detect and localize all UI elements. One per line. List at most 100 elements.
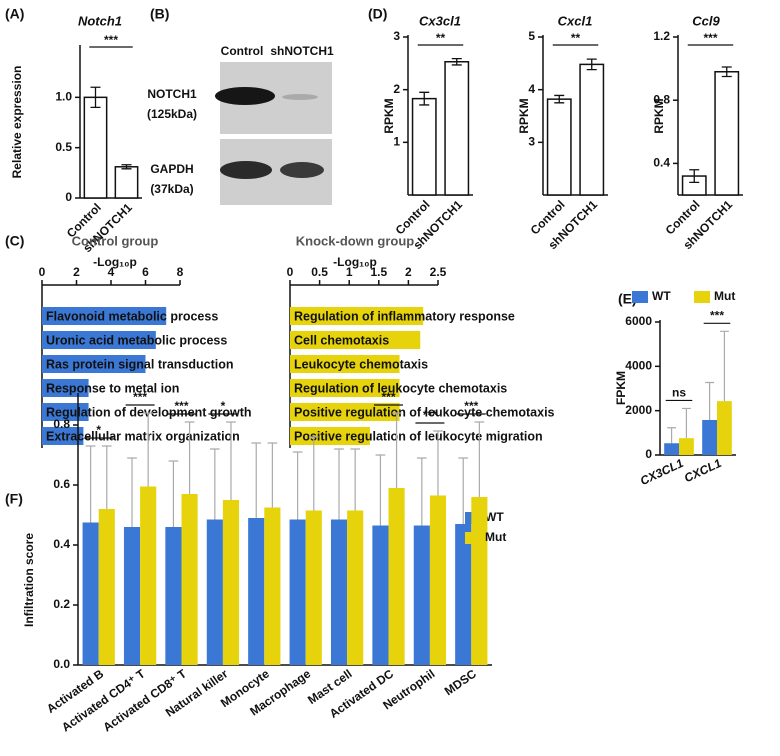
legend-swatch [465, 532, 481, 544]
bar [471, 497, 488, 665]
band [282, 94, 318, 100]
x-tick-label: 6 [142, 265, 149, 279]
bar [82, 522, 99, 665]
bar [83, 96, 108, 199]
bar [123, 527, 141, 665]
panel-label: (A) [5, 6, 24, 22]
y-tick-label: 6000 [625, 314, 652, 328]
error-bar [474, 421, 485, 497]
bar [289, 519, 306, 665]
lane-label: Control [221, 44, 264, 58]
bar [42, 307, 167, 325]
bar [248, 518, 265, 665]
x-tick-label: 0 [287, 265, 294, 279]
y-tick-label: 0.5 [55, 140, 72, 154]
x-tick-label: 2 [73, 265, 80, 279]
error-bar [391, 412, 402, 488]
bar [140, 486, 157, 665]
y-axis-label: RPKM [382, 98, 396, 133]
chart-title: Cxcl1 [558, 13, 593, 28]
x-tick-label: MDSC [442, 666, 479, 698]
band [215, 87, 275, 105]
bar [347, 510, 364, 665]
bar [679, 438, 694, 455]
significance: *** [464, 399, 478, 413]
error-bar [721, 66, 732, 78]
error-bar [451, 57, 462, 66]
legend-label: WT [485, 510, 504, 524]
bar [388, 488, 405, 665]
y-tick-label: 4 [528, 82, 535, 96]
y-tick-label: 0 [65, 190, 72, 204]
legend-label: Mut [714, 289, 735, 303]
y-tick-label: 0.4 [653, 156, 670, 170]
bar [330, 519, 348, 665]
error-bar [168, 460, 179, 527]
band [280, 162, 324, 178]
bar [290, 307, 424, 325]
error-bar [433, 430, 443, 496]
bar [290, 355, 400, 373]
error-bar [586, 58, 597, 71]
significance: *** [104, 33, 118, 47]
x-tick-label: 1 [346, 265, 353, 279]
y-tick-label: 1.0 [55, 90, 72, 104]
significance: *** [423, 408, 437, 422]
significance: * [96, 423, 101, 437]
y-axis-label: Relative expression [10, 66, 24, 179]
y-tick-label: 0.2 [53, 597, 70, 611]
y-tick-label: 0.0 [53, 657, 70, 671]
category-label: Positive regulation of leukocyte chemota… [294, 405, 555, 419]
error-bar [681, 407, 691, 439]
y-tick-label: 2000 [625, 403, 652, 417]
error-bar [458, 457, 469, 524]
error-bar [416, 457, 427, 526]
bar [264, 507, 281, 665]
error-bar [127, 457, 137, 527]
bar [664, 443, 679, 455]
band-size: (37kDa) [150, 182, 193, 196]
panel-label: (C) [5, 233, 24, 249]
x-tick-label: 0.5 [311, 265, 328, 279]
lane-label: shNOTCH1 [270, 44, 334, 58]
error-bar [292, 451, 303, 520]
bar [372, 525, 389, 665]
category-label: Uronic acid metabolic process [46, 333, 227, 347]
bar [702, 419, 717, 455]
bar [181, 494, 198, 665]
y-tick-label: 1 [393, 135, 400, 149]
error-bar [184, 421, 195, 494]
bar [444, 61, 470, 196]
bar [206, 519, 223, 665]
error-bar [689, 169, 700, 184]
bar [429, 495, 447, 665]
error-bar [267, 442, 278, 508]
error-bar [90, 86, 101, 109]
error-bar [308, 436, 319, 511]
x-axis-label: -Log₁₀p [93, 255, 137, 269]
error-bar [85, 445, 96, 523]
significance: *** [133, 390, 147, 404]
category-label: Regulation of development growth [46, 405, 252, 419]
y-tick-label: 0.6 [53, 477, 70, 491]
bar [98, 509, 115, 665]
error-bar [251, 442, 262, 518]
significance: *** [710, 308, 724, 322]
bar [717, 401, 732, 455]
error-bar [121, 164, 132, 170]
band [220, 161, 272, 179]
y-axis-label: Infiltration score [22, 533, 36, 627]
significance: *** [703, 31, 717, 45]
y-tick-label: 0 [645, 447, 652, 461]
category-label: Positive regulation of leukocyte migrati… [294, 429, 543, 443]
error-bar [419, 91, 430, 106]
panel-label: (F) [5, 491, 23, 507]
legend-swatch [632, 291, 648, 303]
bar [411, 97, 437, 196]
x-tick-label: 1.5 [370, 265, 387, 279]
y-axis-label: RPKM [517, 98, 531, 133]
y-tick-label: 2 [393, 82, 400, 96]
x-tick-label: 2.5 [430, 265, 447, 279]
category-label: Cell chemotaxis [294, 333, 389, 347]
